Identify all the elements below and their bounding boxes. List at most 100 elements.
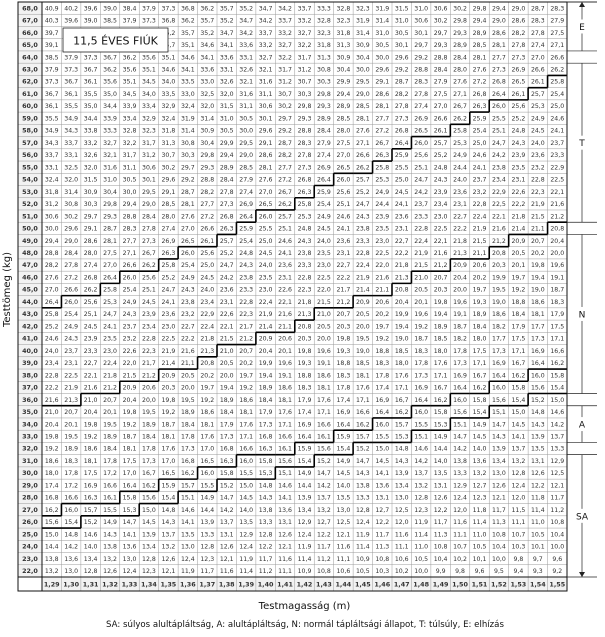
bmi-cell: 13,2 (473, 470, 487, 477)
bmi-cell: 19,7 (511, 274, 525, 281)
bmi-cell: 21,0 (220, 348, 234, 355)
bmi-cell: 26,6 (64, 287, 78, 294)
bmi-cell: 21,7 (336, 287, 350, 294)
bmi-cell: 28,8 (414, 66, 428, 73)
bmi-cell: 18,1 (531, 311, 545, 318)
bmi-cell: 19,4 (220, 385, 234, 392)
bmi-cell: 32,4 (181, 103, 195, 110)
bmi-cell: 32,5 (200, 91, 214, 98)
bmi-cell: 34,4 (103, 103, 117, 110)
bmi-cell: 23,5 (511, 164, 525, 171)
bmi-cell: 19,7 (200, 385, 214, 392)
bmi-cell: 23,5 (375, 226, 389, 233)
bmi-cell: 25,6 (511, 103, 525, 110)
bmi-cell: 22,8 (45, 372, 59, 379)
bmi-cell: 14,1 (123, 531, 137, 538)
bmi-cell: 27,0 (531, 54, 545, 61)
bmi-cell: 16,2 (511, 372, 525, 379)
weight-row-label: 52,0 (22, 200, 38, 208)
bmi-cell: 25,1 (492, 128, 506, 135)
bmi-cell: 11,7 (492, 507, 506, 514)
bmi-cell: 17,1 (317, 409, 331, 416)
bmi-cell: 12,1 (336, 531, 350, 538)
bmi-cell: 9,4 (513, 568, 523, 575)
bmi-cell: 15,2 (531, 397, 545, 404)
bmi-cell: 21,2 (434, 262, 448, 269)
bmi-cell: 31,5 (84, 177, 98, 184)
bmi-cell: 19,8 (434, 299, 448, 306)
bmi-cell: 34,5 (123, 91, 137, 98)
bmi-cell: 20,8 (298, 323, 312, 330)
bmi-cell: 26,8 (220, 213, 234, 220)
bmi-cell: 27,5 (103, 250, 117, 257)
bmi-cell: 29,1 (375, 79, 389, 86)
bmi-cell: 18,1 (356, 372, 370, 379)
bmi-cell: 22,5 (492, 201, 506, 208)
bmi-cell: 31,4 (64, 189, 78, 196)
bmi-cell: 23,1 (511, 177, 525, 184)
bmi-cell: 26,3 (298, 189, 312, 196)
bmi-cell: 21,2 (103, 385, 117, 392)
bmi-cell: 19,0 (531, 287, 545, 294)
bmi-cell: 15,8 (123, 495, 137, 502)
bmi-cell: 29,7 (414, 42, 428, 49)
bmi-cell: 26,2 (356, 164, 370, 171)
bmi-cell: 25,8 (375, 164, 389, 171)
bmi-cell: 29,5 (142, 189, 156, 196)
bmi-cell: 24,1 (473, 164, 487, 171)
bmi-cell: 28,9 (473, 30, 487, 37)
bmi-cell: 35,5 (45, 115, 59, 122)
bmi-cell: 38,5 (45, 54, 59, 61)
bmi-cell: 19,8 (531, 262, 545, 269)
bmi-cell: 18,5 (395, 348, 409, 355)
bmi-cell: 16,0 (239, 458, 253, 465)
bmi-cell: 13,7 (317, 495, 331, 502)
bmi-cell: 29,8 (103, 201, 117, 208)
bmi-cell: 13,5 (336, 495, 350, 502)
bmi-cell: 28,2 (511, 30, 525, 37)
bmi-cell: 16,8 (181, 458, 195, 465)
bmi-cell: 35,7 (181, 30, 195, 37)
bmi-cell: 20,9 (453, 262, 467, 269)
bmi-cell: 22,1 (550, 189, 564, 196)
bmi-cell: 31,6 (103, 164, 117, 171)
bmi-cell: 19,4 (531, 274, 545, 281)
bmi-cell: 12,1 (220, 556, 234, 563)
bmi-cell: 12,6 (103, 568, 117, 575)
bmi-cell: 11,7 (200, 568, 214, 575)
bmi-cell: 20,4 (550, 238, 564, 245)
bmi-cell: 29,6 (375, 66, 389, 73)
bmi-cell: 25,3 (531, 103, 545, 110)
bmi-cell: 15,6 (531, 385, 545, 392)
bmi-cell: 33,1 (64, 152, 78, 159)
height-col-label: 1,41 (277, 580, 293, 588)
bmi-cell: 20,9 (259, 336, 273, 343)
bmi-cell: 27,4 (239, 189, 253, 196)
bmi-cell: 35,0 (103, 91, 117, 98)
bmi-cell: 20,1 (278, 348, 292, 355)
bmi-cell: 23,0 (434, 213, 448, 220)
bmi-cell: 30,9 (336, 54, 350, 61)
bmi-cell: 26,1 (531, 79, 545, 86)
bmi-cell: 11,7 (317, 544, 331, 551)
weight-row-label: 26,0 (22, 518, 38, 526)
bmi-cell: 15,4 (161, 495, 175, 502)
bmi-cell: 22,3 (239, 311, 253, 318)
bmi-cell: 12,8 (259, 531, 273, 538)
bmi-cell: 26,2 (278, 201, 292, 208)
bmi-cell: 21,1 (375, 287, 389, 294)
bmi-cell: 17,9 (550, 311, 564, 318)
bmi-cell: 18,0 (395, 360, 409, 367)
bmi-cell: 11,0 (531, 519, 545, 526)
bmi-cell: 9,8 (513, 556, 523, 563)
bmi-cell: 31,4 (356, 30, 370, 37)
bmi-cell: 21,9 (259, 311, 273, 318)
bmi-cell: 13,2 (45, 568, 59, 575)
bmi-cell: 34,6 (200, 42, 214, 49)
bmi-cell: 9,3 (533, 568, 543, 575)
bmi-cell: 10,3 (375, 568, 389, 575)
bmi-cell: 28,6 (375, 91, 389, 98)
bmi-cell: 22,3 (142, 348, 156, 355)
bmi-cell: 31,1 (239, 103, 253, 110)
